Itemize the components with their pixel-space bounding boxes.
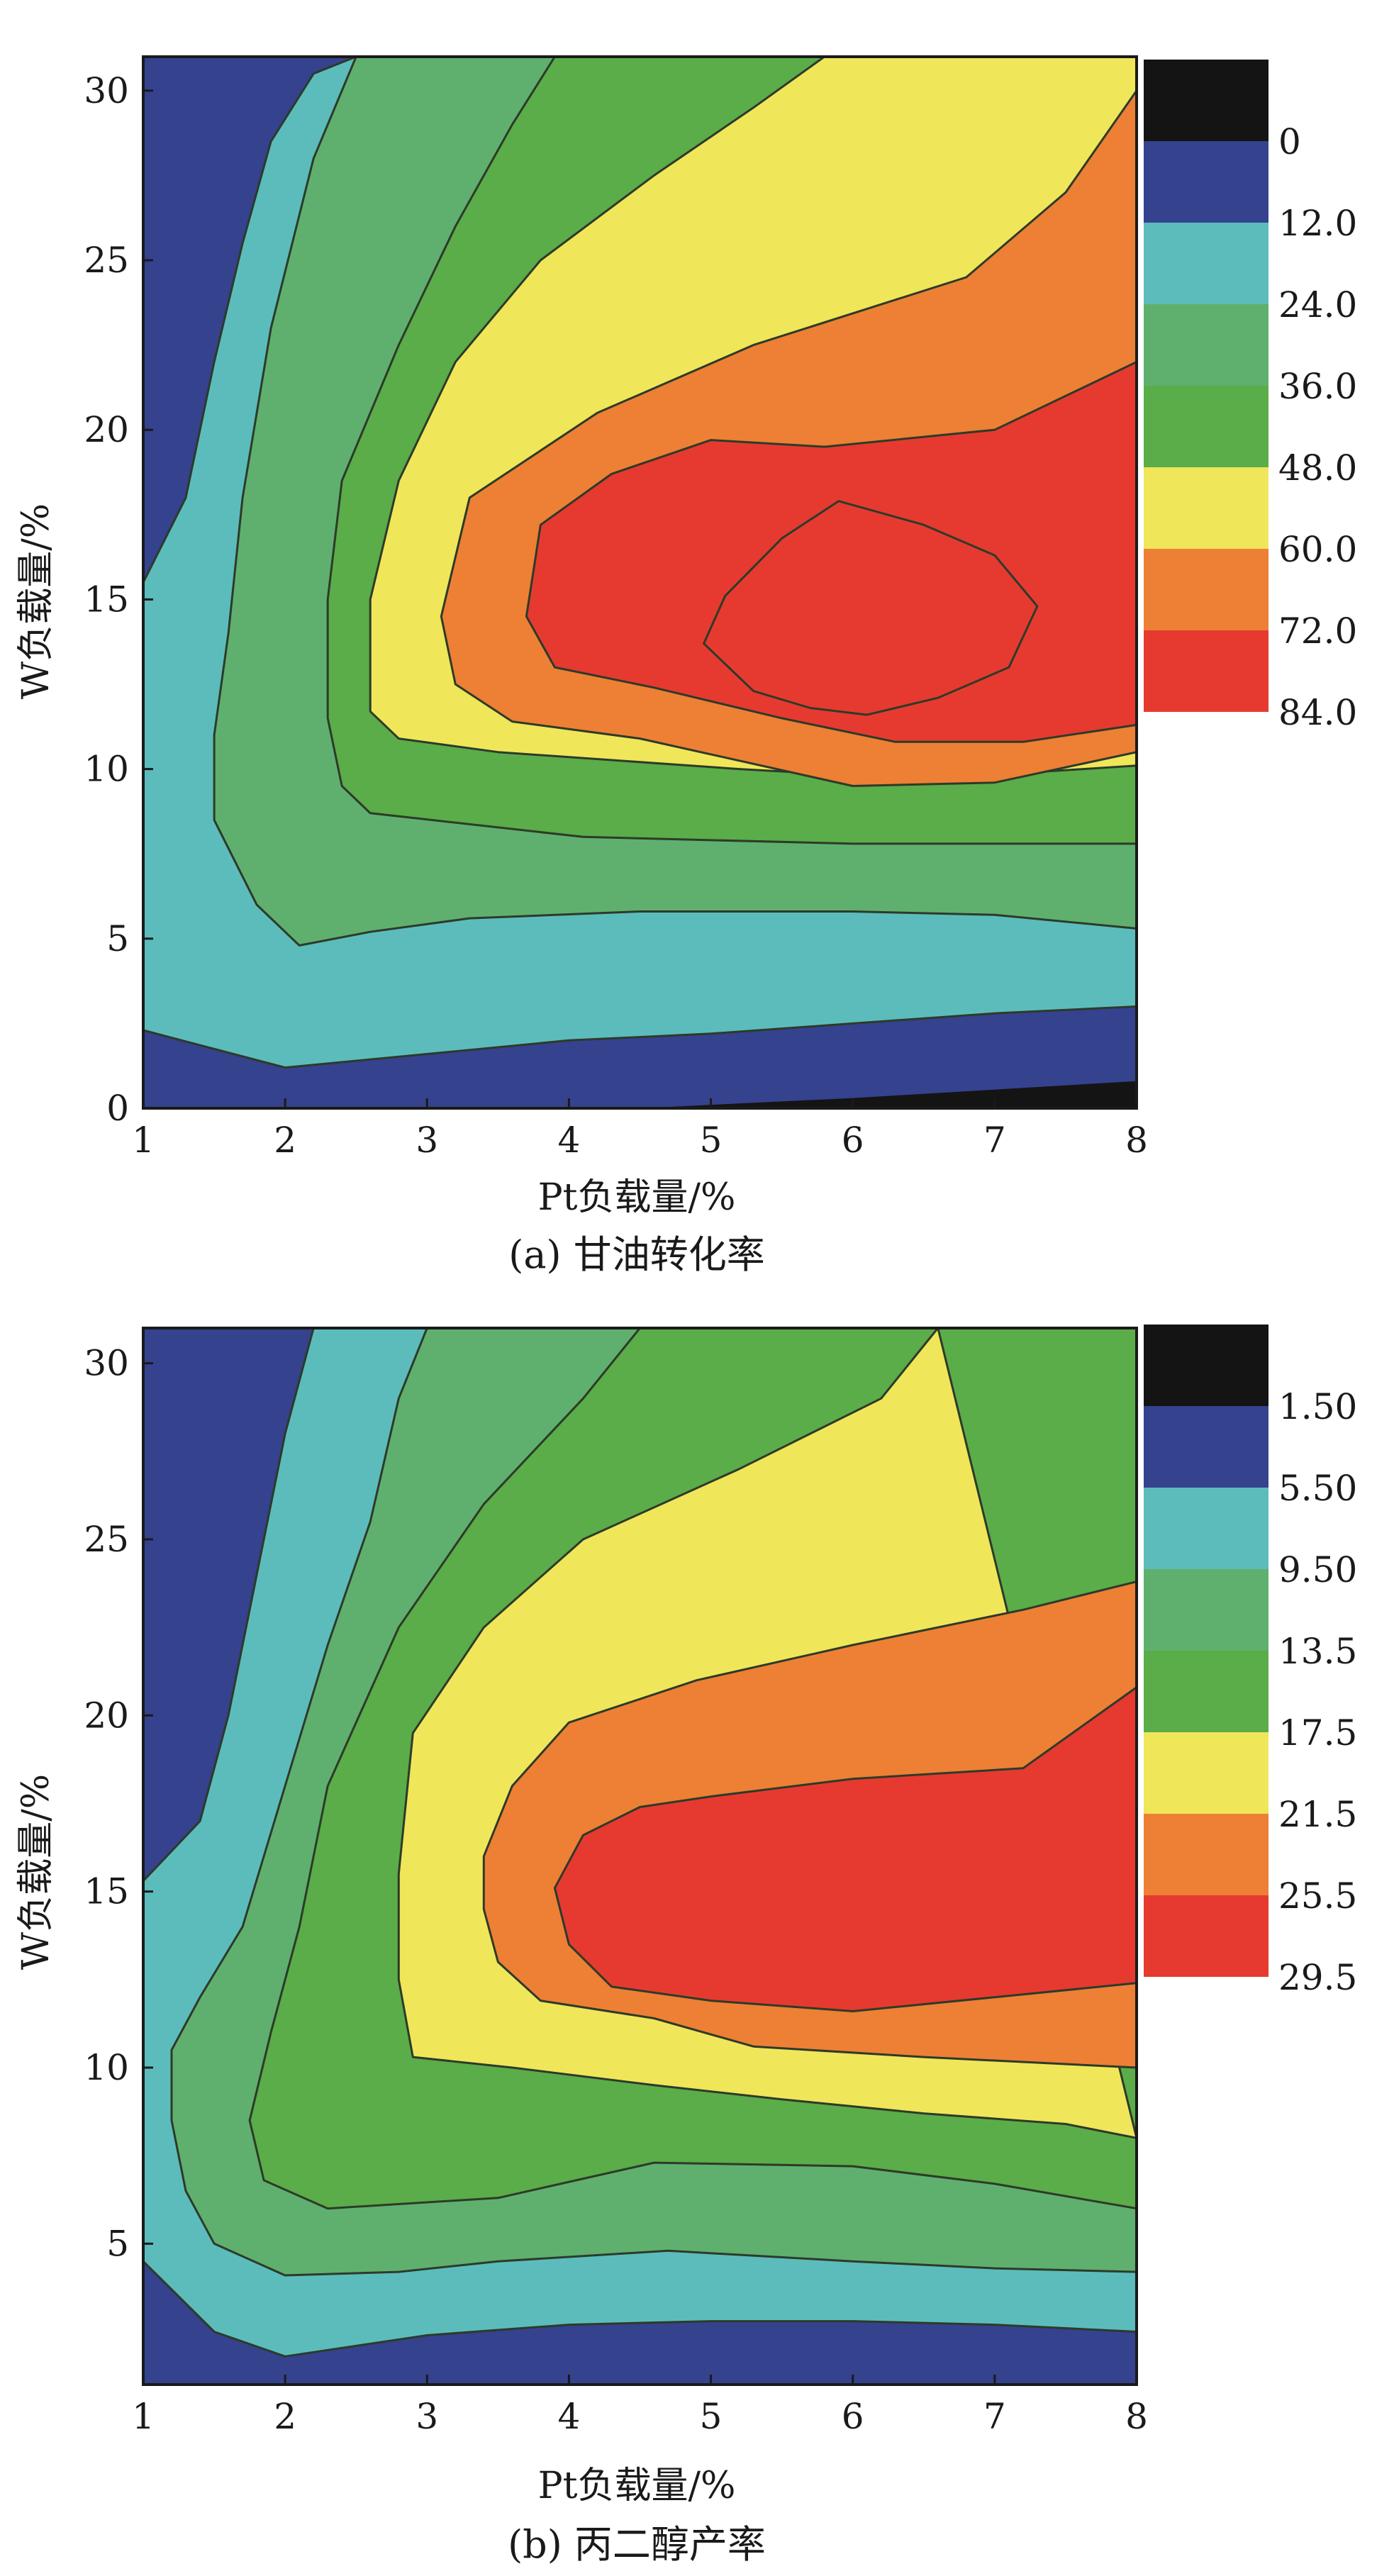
panel-b-y-tick-label: 5: [106, 2223, 129, 2264]
panel-b-x-tick-label: 4: [558, 2396, 581, 2437]
panel-a-colorbar-label: 48.0: [1278, 447, 1357, 489]
panel-a-colorbar-label: 0: [1278, 121, 1301, 162]
panel-b-colorbar: 1.50 5.50 9.50 13.5 17.5 21.5 25.5 29.5: [1144, 1325, 1357, 1998]
panel-b-x-tick-label: 5: [700, 2396, 723, 2437]
panel-b-x-tick-label: 6: [842, 2396, 864, 2437]
panel-b-y-tick-label: 10: [84, 2047, 129, 2088]
panel-a-contour-0: [640, 1081, 1137, 1108]
panel-b-colorbar-swatch: [1144, 1651, 1268, 1732]
panel-b-x-tick-label: 3: [416, 2396, 438, 2437]
panel-b-y-axis-label: W负载量/%: [15, 1774, 57, 1970]
panel-b-colorbar-label: 9.50: [1278, 1549, 1357, 1590]
panel-b-colorbar-label: 1.50: [1278, 1386, 1357, 1427]
panel-b-x-tick-label: 2: [274, 2396, 296, 2437]
panel-a-colorbar-label: 12.0: [1278, 203, 1357, 244]
panel-a-x-tick-label: 3: [416, 1120, 438, 1161]
panel-b-colorbar-swatch: [1144, 1488, 1268, 1569]
panel-a-colorbar: 0 12.0 24.0 36.0 48.0 60.0 72.0 84.0: [1144, 60, 1357, 733]
panel-a-caption: (a) 甘油转化率: [508, 1232, 765, 1277]
panel-b-contour-25_5: [553, 1686, 1137, 2012]
panel-a-y-tick-label: 20: [84, 409, 129, 450]
panel-b-x-tick-label: 7: [983, 2396, 1006, 2437]
panel-b-colorbar-label: 29.5: [1278, 1957, 1357, 1998]
panel-a-colorbar-label: 84.0: [1278, 692, 1357, 733]
panel-a-y-tick-label: 10: [84, 749, 129, 790]
panel-a-x-tick-label: 7: [983, 1120, 1006, 1161]
panel-a-x-tick-label: 4: [558, 1120, 581, 1161]
panel-a-x-tick-label: 8: [1125, 1120, 1148, 1161]
panel-a-x-axis-label: Pt负载量/%: [538, 1176, 736, 1219]
panel-b-x-axis-label: Pt负载量/%: [538, 2465, 736, 2507]
panel-a-x-tick-label: 5: [700, 1120, 723, 1161]
panel-b-colorbar-label: 17.5: [1278, 1712, 1357, 1753]
panel-a: (a) 甘油转化率 Pt负载量/% W负载量/% 1 2 3 4 5 6 7 8 0 5 10 15 2…: [15, 55, 1357, 1277]
panel-b-colorbar-swatch: [1144, 1406, 1268, 1488]
panel-a-x-tick-label: 1: [132, 1120, 155, 1161]
panel-a-colorbar-swatch: [1144, 630, 1268, 712]
panel-b-y-tick-label: 20: [84, 1695, 129, 1736]
panel-a-y-tick-label: 15: [84, 579, 129, 620]
panel-a-colorbar-swatch: [1144, 467, 1268, 549]
panel-a-colorbar-swatch: [1144, 60, 1268, 141]
panel-a-y-tick-label: 0: [106, 1088, 129, 1129]
panel-a-colorbar-label: 60.0: [1278, 529, 1357, 570]
panel-b-colorbar-swatch: [1144, 1732, 1268, 1814]
panel-a-colorbar-swatch: [1144, 223, 1268, 304]
panel-a-colorbar-label: 36.0: [1278, 366, 1357, 407]
panel-b-y-tick-label: 30: [84, 1343, 129, 1384]
panel-a-y-tick-label: 25: [84, 240, 129, 281]
panel-b-colorbar-swatch: [1144, 1325, 1268, 1406]
panel-a-colorbar-swatch: [1144, 304, 1268, 386]
panel-a-plot-frame: [142, 55, 1138, 1110]
panel-b-contour-field: [143, 1328, 1137, 2385]
panel-b-colorbar-label: 25.5: [1278, 1875, 1357, 1917]
panel-b-x-tick-label: 1: [132, 2396, 155, 2437]
panel-b-colorbar-label: 5.50: [1278, 1468, 1357, 1509]
panel-a-contour-field: [143, 57, 1137, 1108]
panel-b-colorbar-label: 13.5: [1278, 1631, 1357, 1672]
panel-b-caption: (b) 丙二醇产率: [508, 2522, 766, 2567]
panel-a-colorbar-label: 72.0: [1278, 610, 1357, 652]
panel-b-y-tick-label: 15: [84, 1871, 129, 1912]
panel-a-colorbar-swatch: [1144, 549, 1268, 630]
panel-b-colorbar-swatch: [1144, 1569, 1268, 1651]
panel-a-colorbar-swatch: [1144, 386, 1268, 467]
panel-b-y-tick-label: 25: [84, 1519, 129, 1560]
panel-b-colorbar-swatch: [1144, 1895, 1268, 1977]
panel-a-y-axis-label: W负载量/%: [15, 503, 57, 699]
panel-b: (b) 丙二醇产率 Pt负载量/% W负载量/% 1 2 3 4 5 6 7 8 5 10 15 20…: [15, 1325, 1357, 2567]
panel-a-y-tick-label: 5: [106, 918, 129, 959]
panel-a-x-tick-label: 6: [842, 1120, 864, 1161]
panel-a-y-tick-label: 30: [84, 70, 129, 111]
panel-a-x-tick-label: 2: [274, 1120, 296, 1161]
panel-a-colorbar-label: 24.0: [1278, 284, 1357, 325]
panel-b-x-tick-label: 8: [1125, 2396, 1148, 2437]
panel-a-contour-84_0: [703, 500, 1039, 716]
panel-b-plot-frame: [142, 1327, 1138, 2386]
panel-a-colorbar-swatch: [1144, 141, 1268, 223]
panel-b-colorbar-swatch: [1144, 1814, 1268, 1895]
panel-b-colorbar-label: 21.5: [1278, 1794, 1357, 1835]
